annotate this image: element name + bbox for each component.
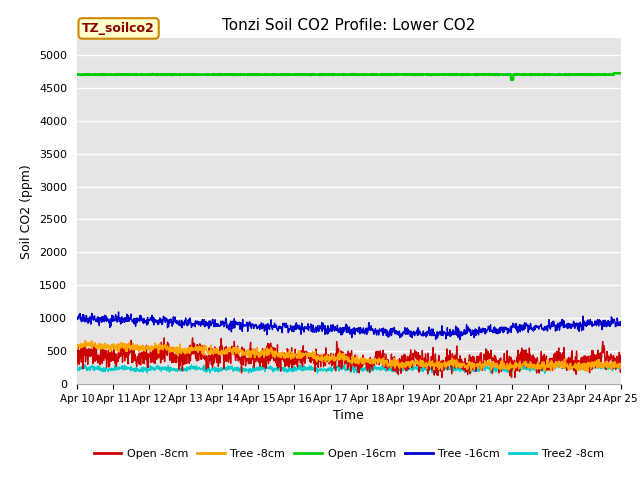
Title: Tonzi Soil CO2 Profile: Lower CO2: Tonzi Soil CO2 Profile: Lower CO2 bbox=[222, 18, 476, 33]
Y-axis label: Soil CO2 (ppm): Soil CO2 (ppm) bbox=[20, 164, 33, 259]
Text: TZ_soilco2: TZ_soilco2 bbox=[82, 22, 155, 35]
X-axis label: Time: Time bbox=[333, 409, 364, 422]
Legend: Open -8cm, Tree -8cm, Open -16cm, Tree -16cm, Tree2 -8cm: Open -8cm, Tree -8cm, Open -16cm, Tree -… bbox=[89, 445, 609, 464]
